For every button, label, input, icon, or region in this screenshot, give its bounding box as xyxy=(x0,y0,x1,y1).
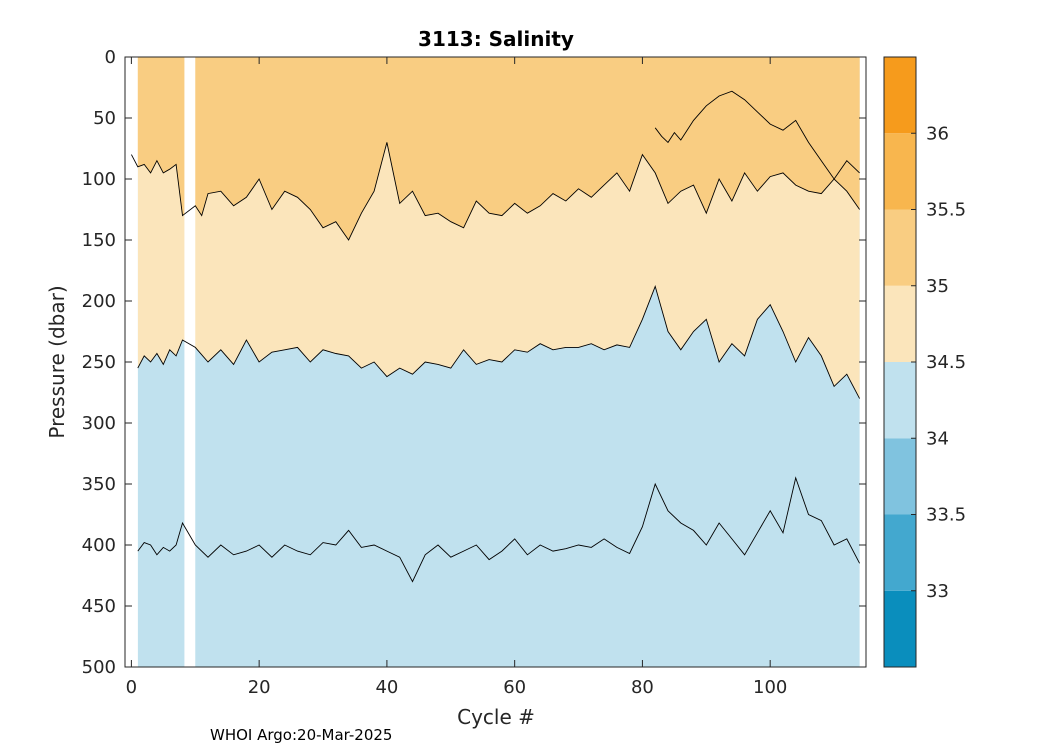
colorbar-segment xyxy=(884,209,916,286)
y-tick-label: 150 xyxy=(82,230,116,251)
x-tick-label: 0 xyxy=(126,677,137,698)
y-tick-label: 300 xyxy=(82,413,116,434)
y-tick-label: 450 xyxy=(82,596,116,617)
y-tick-label: 100 xyxy=(82,169,116,190)
contour-line-35 xyxy=(131,142,860,241)
fill-band-35.5-region xyxy=(655,57,860,179)
colorbar-segment xyxy=(884,57,916,134)
colorbar-segment xyxy=(884,590,916,667)
colorbar: 33 33.5 34 34.5 35 35.5 36 xyxy=(883,56,966,668)
x-axis-label: Cycle # xyxy=(457,705,535,729)
colorbar-segment xyxy=(884,438,916,515)
data-gap-1 xyxy=(184,57,196,667)
y-tick-label: 250 xyxy=(82,352,116,373)
y-tick-label: 500 xyxy=(82,657,116,678)
colorbar-segment xyxy=(884,133,916,210)
colorbar-segment xyxy=(884,362,916,439)
footer-credit: WHOI Argo:20-Mar-2025 xyxy=(210,726,392,744)
x-tick-label: 20 xyxy=(248,677,271,698)
x-tick-label: 80 xyxy=(631,677,654,698)
colorbar-tick-label: 34.5 xyxy=(926,352,966,373)
contour-line-35.5 xyxy=(654,90,860,180)
contour-line-34 xyxy=(137,476,860,583)
y-tick-label: 400 xyxy=(82,535,116,556)
chart-title: 3113: Salinity xyxy=(418,27,574,51)
axes: 0 20 40 60 80 100 0 50 100 150 200 250 300 350 400 450 5… xyxy=(82,47,867,698)
colorbar-tick-label: 33 xyxy=(926,581,949,602)
plot-area xyxy=(125,57,866,667)
colorbar-tick-label: 36 xyxy=(926,123,949,144)
x-tick-label: 100 xyxy=(753,677,787,698)
colorbar-segment xyxy=(884,285,916,362)
colorbar-tick-label: 34 xyxy=(926,428,949,449)
y-tick-label: 350 xyxy=(82,474,116,495)
x-tick-label: 60 xyxy=(503,677,526,698)
y-axis-label: Pressure (dbar) xyxy=(45,285,69,438)
colorbar-segment xyxy=(884,514,916,591)
contour-line-34.5 xyxy=(137,284,860,399)
x-tick-label: 40 xyxy=(375,677,398,698)
y-tick-label: 50 xyxy=(93,108,116,129)
y-tick-label: 0 xyxy=(105,47,116,68)
colorbar-tick-label: 35 xyxy=(926,276,949,297)
colorbar-tick-label: 35.5 xyxy=(926,200,966,221)
y-tick-label: 200 xyxy=(82,291,116,312)
colorbar-tick-label: 33.5 xyxy=(926,505,966,526)
